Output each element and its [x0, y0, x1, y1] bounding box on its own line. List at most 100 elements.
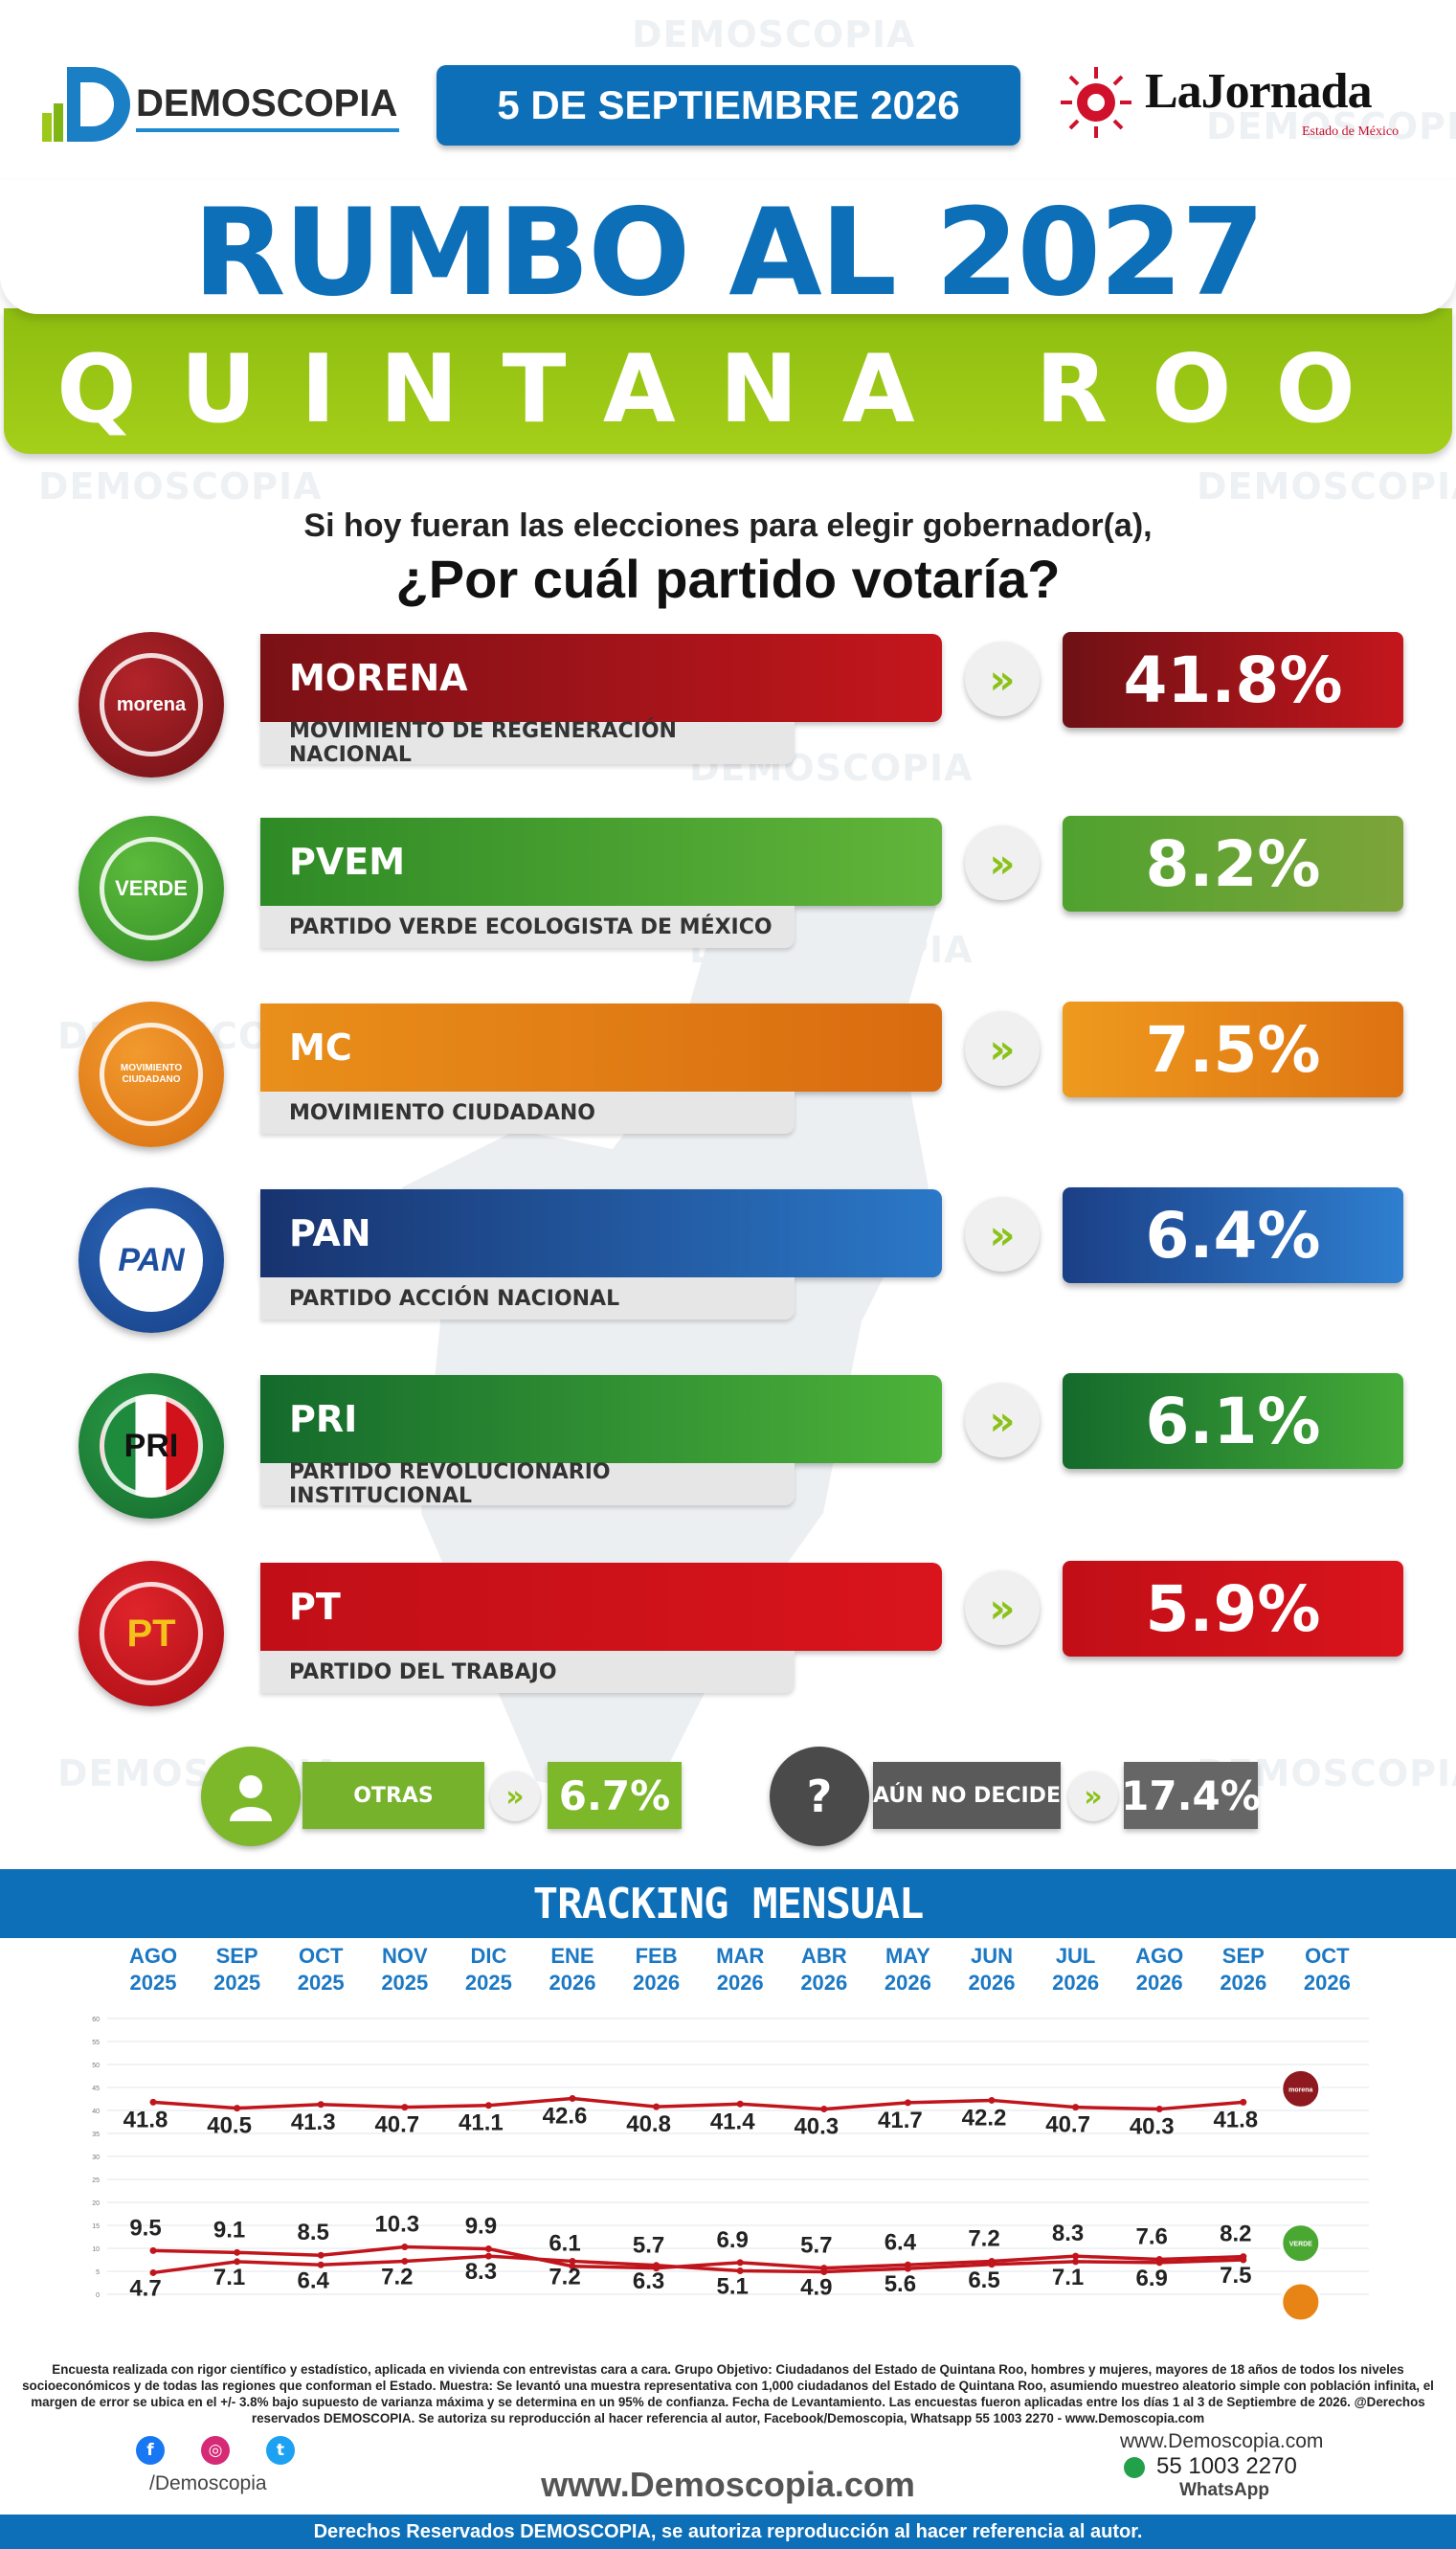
watermark: DEMOSCOPIA [1197, 465, 1456, 508]
demoscopia-logo-icon [42, 67, 130, 142]
page-subtitle: QUINTANA ROO [56, 335, 1400, 444]
data-label: 7.6 [1136, 2224, 1168, 2250]
data-point [653, 2103, 661, 2110]
brand-name: DEMOSCOPIA [136, 82, 398, 124]
year-label: 2026 [717, 1971, 764, 1995]
data-point [736, 2100, 744, 2108]
y-tick-label: 45 [92, 2086, 100, 2092]
month-label: MAR [716, 1944, 764, 1968]
data-label: 4.7 [129, 2275, 161, 2301]
year-label: 2026 [1304, 1971, 1351, 1995]
brand-underline [136, 128, 399, 132]
data-point [234, 2248, 241, 2256]
month-label: MAY [885, 1944, 930, 1968]
data-label: 6.5 [968, 2267, 999, 2293]
y-tick-label: 5 [96, 2269, 100, 2276]
month-label: OCT [1305, 1944, 1350, 1968]
y-tick-label: 55 [92, 2040, 100, 2046]
data-label: 40.7 [374, 2112, 419, 2138]
data-label: 7.5 [1220, 2263, 1251, 2289]
party-row-mc: MOVIMIENTO CIUDADANO MC MOVIMIENTO CIUDA… [0, 1002, 1456, 1147]
data-point [1072, 2252, 1080, 2260]
data-point [988, 2096, 996, 2104]
data-point [569, 2257, 576, 2265]
y-tick-label: 15 [92, 2223, 100, 2230]
pan-logo-icon: PAN [78, 1187, 224, 1333]
party-full-name: PARTIDO VERDE ECOLOGISTA DE MÉXICO [260, 906, 795, 948]
data-point [1155, 2259, 1163, 2267]
whatsapp-label: WhatsApp [1179, 2480, 1269, 2500]
data-point [484, 2102, 492, 2109]
party-percentage: 8.2% [1063, 816, 1403, 912]
chevron-right-icon: » [965, 1011, 1040, 1086]
month-label: JUN [971, 1944, 1013, 1968]
year-label: 2026 [549, 1971, 596, 1995]
no-decide-percentage: 17.4% [1121, 1762, 1261, 1829]
no-decide-label: AÚN NO DECIDE [873, 1762, 1061, 1829]
y-tick-label: 60 [92, 2017, 100, 2023]
facebook-icon[interactable]: f [136, 2436, 165, 2465]
month-label: ENE [550, 1944, 594, 1968]
data-point [904, 2099, 911, 2107]
data-label: 6.4 [885, 2229, 917, 2255]
data-point [317, 2101, 325, 2109]
month-label: OCT [299, 1944, 344, 1968]
data-label: 41.1 [459, 2110, 504, 2136]
data-point [1155, 2106, 1163, 2113]
chevron-right-icon: » [965, 1383, 1040, 1457]
year-label: 2026 [800, 1971, 847, 1995]
party-badge-label: VERDE [1289, 2242, 1312, 2248]
party-percentage: 6.1% [1063, 1373, 1403, 1469]
website-link[interactable]: www.Demoscopia.com [541, 2465, 915, 2504]
party-badge-icon [1280, 2222, 1322, 2265]
data-label: 8.3 [465, 2259, 497, 2285]
data-point [149, 2268, 157, 2276]
tracking-chart: AGO2025SEP2025OCT2025NOV2025DIC2025ENE20… [92, 1944, 1369, 2323]
year-label: 2025 [298, 1971, 345, 1995]
phone-number[interactable]: 55 1003 2270 [1156, 2453, 1297, 2479]
data-point [1072, 2104, 1080, 2111]
watermark: DEMOSCOPIA [1206, 105, 1456, 147]
data-label: 7.2 [381, 2264, 413, 2290]
data-label: 6.1 [549, 2231, 580, 2257]
partner-subtitle: Estado de México [1302, 124, 1400, 139]
party-badge-icon [1280, 2067, 1322, 2109]
twitter-icon[interactable]: t [266, 2436, 295, 2465]
watermark: DEMOSCOPIA [38, 465, 323, 508]
whatsapp-icon [1124, 2457, 1145, 2478]
social-handle[interactable]: /Demoscopia [149, 2472, 267, 2494]
otras-label: OTRAS [302, 1762, 484, 1829]
party-abbr: PT [260, 1563, 942, 1651]
year-label: 2026 [885, 1971, 931, 1995]
question-main: ¿Por cuál partido votaría? [395, 549, 1061, 609]
data-point [736, 2259, 744, 2267]
month-label: JUL [1056, 1944, 1096, 1968]
data-point [820, 2106, 828, 2113]
party-abbr: PRI [260, 1375, 942, 1463]
partner-name: LaJornada [1145, 64, 1373, 119]
website-link-small[interactable]: www.Demoscopia.com [1120, 2430, 1324, 2452]
data-point [149, 2246, 157, 2254]
data-point [820, 2267, 828, 2275]
data-point [653, 2262, 661, 2269]
data-label: 41.8 [1213, 2107, 1258, 2132]
party-full-name: PARTIDO REVOLUCIONARIO INSTITUCIONAL [260, 1460, 795, 1508]
party-full-name: MOVIMIENTO CIUDADANO [260, 1092, 795, 1134]
party-full-name: MOVIMIENTO DE REGENERACIÓN NACIONAL [260, 719, 795, 767]
data-label: 42.2 [962, 2105, 1007, 2131]
data-label: 7.1 [213, 2265, 245, 2290]
subtitle-band [4, 308, 1452, 454]
data-point [401, 2244, 409, 2251]
data-point [1072, 2258, 1080, 2266]
instagram-icon[interactable]: ◎ [201, 2436, 230, 2465]
year-label: 2026 [633, 1971, 680, 1995]
year-label: 2026 [1220, 1971, 1266, 1995]
data-point [569, 2095, 576, 2103]
data-label: 10.3 [374, 2212, 419, 2238]
party-percentage: 6.4% [1063, 1187, 1403, 1283]
party-badge-icon [1280, 2281, 1322, 2323]
month-label: SEP [1222, 1944, 1265, 1968]
party-abbr: MC [260, 1004, 942, 1092]
pt-logo-icon: PT [78, 1561, 224, 1706]
year-label: 2025 [465, 1971, 512, 1995]
